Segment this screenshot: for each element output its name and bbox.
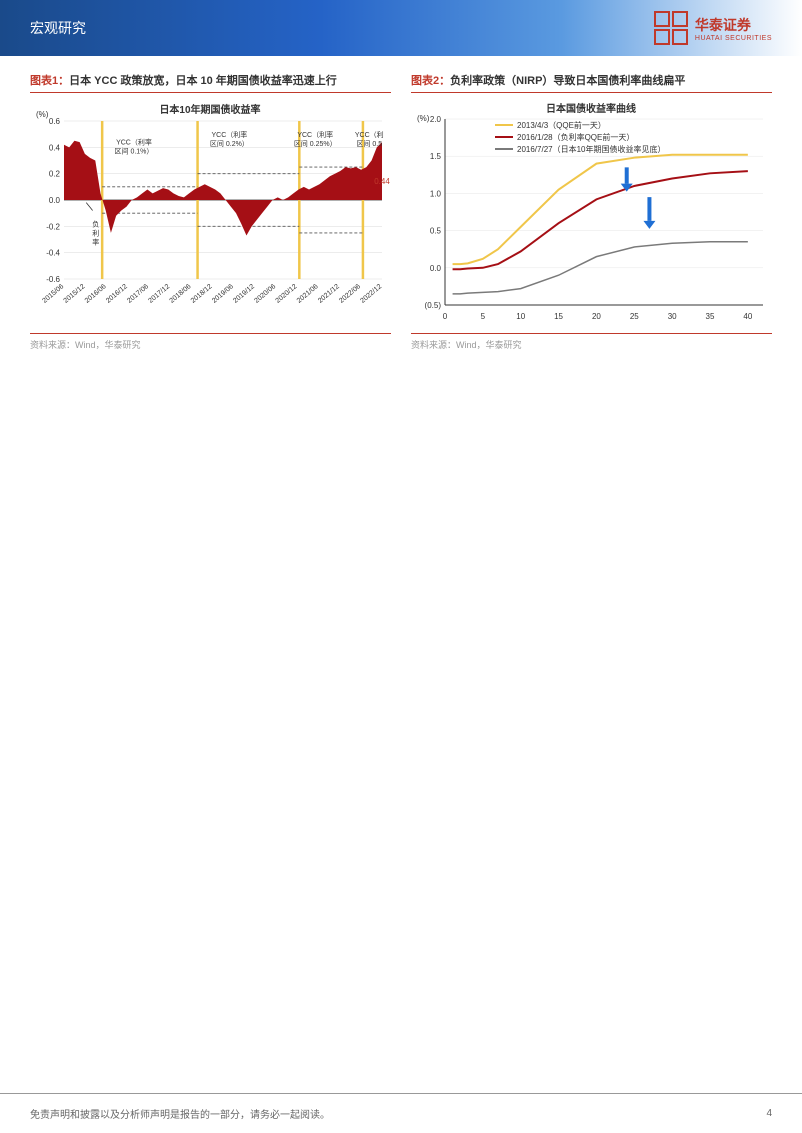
svg-text:2021/06: 2021/06 bbox=[296, 283, 320, 305]
svg-text:2018/06: 2018/06 bbox=[169, 283, 193, 305]
svg-text:2013/4/3（QQE前一天）: 2013/4/3（QQE前一天） bbox=[517, 120, 606, 130]
chart1-svg: 日本10年期国债收益率 (%) -0.6 -0.4 -0.2 0.0 0.2 0.4 0.6 20… bbox=[30, 101, 390, 329]
svg-text:YCC（利率: YCC（利率 bbox=[297, 130, 333, 139]
chart1-area: 日本10年期国债收益率 (%) -0.6 -0.4 -0.2 0.0 0.2 0.4 0.6 20… bbox=[30, 101, 391, 329]
svg-text:1.5: 1.5 bbox=[430, 152, 442, 161]
svg-text:区间 0.5: 区间 0.5 bbox=[356, 140, 382, 148]
svg-text:2020/12: 2020/12 bbox=[275, 283, 299, 305]
page-footer: 免责声明和披露以及分析师声明是报告的一部分，请务必一起阅读。 4 bbox=[0, 1093, 802, 1133]
chart2-title-text: 负利率政策（NIRP）导致日本国债利率曲线扁平 bbox=[450, 75, 685, 87]
chart1-block: 图表1：日本 YCC 政策放宽，日本 10 年期国债收益率迅速上行 日本10年期… bbox=[30, 72, 391, 351]
logo-cn: 华泰证券 bbox=[695, 15, 772, 35]
svg-text:(%): (%) bbox=[36, 110, 49, 119]
svg-text:日本10年期国债收益率: 日本10年期国债收益率 bbox=[159, 103, 260, 116]
svg-text:2022/06: 2022/06 bbox=[338, 283, 362, 305]
chart1-source: 资料来源：Wind，华泰研究 bbox=[30, 333, 391, 351]
svg-text:0: 0 bbox=[443, 312, 448, 321]
svg-text:2021/12: 2021/12 bbox=[317, 283, 341, 305]
chart2-title-prefix: 图表2： bbox=[411, 75, 450, 87]
svg-text:0.5: 0.5 bbox=[430, 227, 442, 236]
chart2-area: 日本国债收益率曲线 (%) (0.5) 0.0 0.5 1.0 1.5 2.0 0 5 10 15 20… bbox=[411, 101, 772, 329]
content-area: 图表1：日本 YCC 政策放宽，日本 10 年期国债收益率迅速上行 日本10年期… bbox=[0, 56, 802, 367]
svg-text:2018/12: 2018/12 bbox=[190, 283, 214, 305]
svg-text:2017/06: 2017/06 bbox=[126, 283, 150, 305]
svg-text:率: 率 bbox=[92, 237, 99, 246]
footer-page-number: 4 bbox=[766, 1108, 772, 1119]
logo-text: 华泰证券 HUATAI SECURITIES bbox=[695, 15, 772, 42]
svg-text:2.0: 2.0 bbox=[430, 115, 442, 124]
footer-disclaimer: 免责声明和披露以及分析师声明是报告的一部分，请务必一起阅读。 bbox=[30, 1106, 330, 1121]
svg-text:2022/12: 2022/12 bbox=[359, 283, 383, 305]
chart2-svg: 日本国债收益率曲线 (%) (0.5) 0.0 0.5 1.0 1.5 2.0 0 5 10 15 20… bbox=[411, 101, 771, 329]
svg-text:YCC（利: YCC（利 bbox=[355, 130, 384, 139]
chart2-source: 资料来源：Wind，华泰研究 bbox=[411, 333, 772, 351]
logo-icon bbox=[653, 10, 689, 46]
page-header: 宏观研究 华泰证券 HUATAI SECURITIES bbox=[0, 0, 802, 56]
svg-text:0.2: 0.2 bbox=[49, 170, 61, 179]
svg-text:35: 35 bbox=[706, 312, 715, 321]
svg-text:2016/7/27（日本10年期国债收益率见底）: 2016/7/27（日本10年期国债收益率见底） bbox=[517, 144, 666, 154]
svg-text:0.4: 0.4 bbox=[49, 143, 61, 152]
chart1-title-text: 日本 YCC 政策放宽，日本 10 年期国债收益率迅速上行 bbox=[69, 75, 337, 87]
svg-text:0.0: 0.0 bbox=[49, 196, 61, 205]
logo-en: HUATAI SECURITIES bbox=[695, 35, 772, 42]
svg-text:负: 负 bbox=[92, 219, 99, 228]
svg-text:15: 15 bbox=[554, 312, 563, 321]
chart2-block: 图表2：负利率政策（NIRP）导致日本国债利率曲线扁平 日本国债收益率曲线 (%)… bbox=[411, 72, 772, 351]
svg-text:日本国债收益率曲线: 日本国债收益率曲线 bbox=[546, 102, 636, 115]
company-logo: 华泰证券 HUATAI SECURITIES bbox=[653, 10, 772, 46]
svg-text:2019/06: 2019/06 bbox=[211, 283, 235, 305]
svg-text:0.6: 0.6 bbox=[49, 117, 61, 126]
header-title: 宏观研究 bbox=[30, 18, 86, 38]
svg-text:-0.2: -0.2 bbox=[46, 222, 60, 231]
svg-text:30: 30 bbox=[668, 312, 677, 321]
svg-text:2016/1/28（负利率QQE前一天）: 2016/1/28（负利率QQE前一天） bbox=[517, 132, 634, 142]
svg-text:25: 25 bbox=[630, 312, 639, 321]
svg-text:(%): (%) bbox=[417, 114, 430, 123]
svg-text:区间 0.1%）: 区间 0.1%） bbox=[115, 148, 154, 156]
svg-text:1.0: 1.0 bbox=[430, 189, 442, 198]
svg-text:2016/06: 2016/06 bbox=[84, 283, 108, 305]
svg-text:40: 40 bbox=[743, 312, 752, 321]
svg-text:20: 20 bbox=[592, 312, 601, 321]
svg-text:-0.4: -0.4 bbox=[46, 249, 60, 258]
svg-text:0.0: 0.0 bbox=[430, 264, 442, 273]
svg-text:2016/12: 2016/12 bbox=[105, 283, 129, 305]
svg-text:-0.6: -0.6 bbox=[46, 275, 60, 284]
svg-text:区间 0.2%）: 区间 0.2%） bbox=[210, 140, 249, 148]
svg-text:2019/12: 2019/12 bbox=[232, 283, 256, 305]
svg-text:YCC（利率: YCC（利率 bbox=[211, 130, 247, 139]
svg-text:利: 利 bbox=[92, 228, 99, 237]
svg-text:(0.5): (0.5) bbox=[425, 301, 442, 310]
chart1-title-prefix: 图表1： bbox=[30, 75, 69, 87]
svg-text:YCC（利率: YCC（利率 bbox=[116, 138, 152, 147]
chart1-title: 图表1：日本 YCC 政策放宽，日本 10 年期国债收益率迅速上行 bbox=[30, 72, 391, 93]
svg-text:2020/06: 2020/06 bbox=[253, 283, 277, 305]
svg-text:5: 5 bbox=[481, 312, 486, 321]
chart2-title: 图表2：负利率政策（NIRP）导致日本国债利率曲线扁平 bbox=[411, 72, 772, 93]
svg-text:2017/12: 2017/12 bbox=[147, 283, 171, 305]
svg-text:区间 0.25%）: 区间 0.25%） bbox=[294, 140, 337, 148]
svg-text:10: 10 bbox=[516, 312, 525, 321]
svg-text:2015/12: 2015/12 bbox=[63, 283, 87, 305]
svg-text:0.44: 0.44 bbox=[374, 177, 390, 186]
svg-text:2015/06: 2015/06 bbox=[41, 283, 65, 305]
